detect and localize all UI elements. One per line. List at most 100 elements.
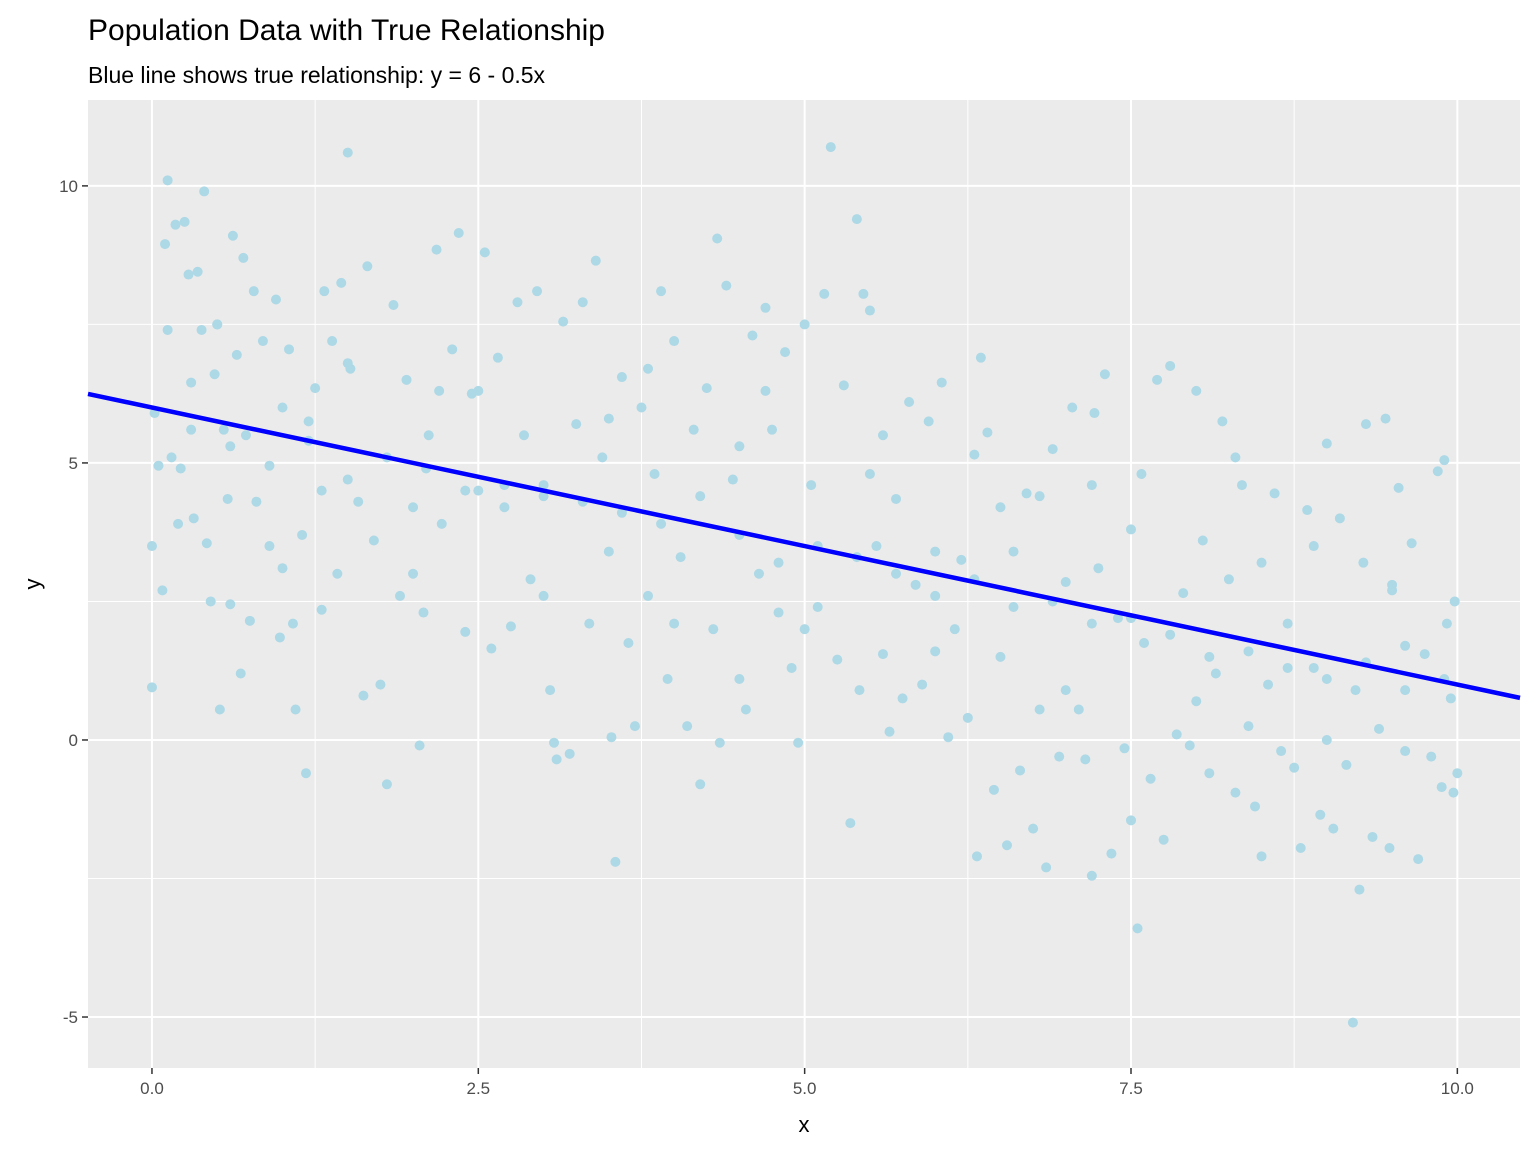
data-point: [157, 585, 168, 596]
data-point: [212, 319, 223, 330]
data-point: [227, 230, 238, 241]
data-point: [1236, 480, 1247, 491]
data-point: [1282, 662, 1293, 673]
data-point: [854, 685, 865, 696]
data-point: [1400, 640, 1411, 651]
data-point: [270, 294, 281, 305]
data-point: [1028, 823, 1039, 834]
data-point: [353, 496, 364, 507]
data-point: [1289, 762, 1300, 773]
data-point: [251, 496, 262, 507]
data-point: [1034, 491, 1045, 502]
data-point: [297, 529, 308, 540]
data-point: [564, 748, 575, 759]
data-point: [183, 269, 194, 280]
data-point: [277, 402, 288, 413]
data-point: [1139, 638, 1150, 649]
data-point: [1217, 416, 1228, 427]
data-point: [336, 277, 347, 288]
data-point: [1060, 685, 1071, 696]
data-point: [319, 286, 330, 297]
data-point: [240, 430, 251, 441]
data-point: [1250, 801, 1261, 812]
data-point: [538, 590, 549, 601]
chart-title: Population Data with True Relationship: [88, 14, 605, 47]
data-point: [460, 626, 471, 637]
data-point: [1321, 438, 1332, 449]
data-point: [342, 358, 353, 369]
x-tick-label: 7.5: [1119, 1079, 1143, 1098]
data-point: [1086, 870, 1097, 881]
y-axis-label: y: [20, 579, 45, 590]
data-point: [1406, 538, 1417, 549]
data-point: [1400, 746, 1411, 757]
data-point: [1184, 740, 1195, 751]
data-point: [1152, 374, 1163, 385]
data-point: [1145, 773, 1156, 784]
data-point: [1099, 369, 1110, 380]
data-point: [1243, 646, 1254, 657]
data-point: [362, 261, 373, 272]
data-point: [825, 142, 836, 153]
data-point: [616, 372, 627, 383]
data-point: [1441, 618, 1452, 629]
data-point: [342, 147, 353, 158]
data-point: [525, 574, 536, 585]
data-point: [447, 344, 458, 355]
data-point: [971, 851, 982, 862]
data-point: [538, 491, 549, 502]
data-point: [1191, 385, 1202, 396]
y-tick-label: 5: [69, 454, 78, 473]
data-point: [812, 601, 823, 612]
data-point: [597, 452, 608, 463]
data-point: [160, 239, 171, 250]
data-point: [1165, 629, 1176, 640]
data-point: [1384, 843, 1395, 854]
data-point: [1282, 618, 1293, 629]
data-point: [1015, 765, 1026, 776]
data-point: [740, 704, 751, 715]
data-point: [701, 383, 712, 394]
data-point: [1041, 862, 1052, 873]
data-point: [891, 493, 902, 504]
data-point: [799, 319, 810, 330]
data-point: [1374, 723, 1385, 734]
data-point: [930, 546, 941, 557]
data-point: [734, 441, 745, 452]
data-point: [727, 474, 738, 485]
data-point: [1387, 585, 1398, 596]
data-point: [734, 674, 745, 685]
data-point: [1204, 768, 1215, 779]
data-point: [669, 336, 680, 347]
data-point: [532, 286, 543, 297]
data-point: [1276, 746, 1287, 757]
data-point: [956, 554, 967, 565]
data-point: [408, 502, 419, 513]
data-point: [877, 430, 888, 441]
x-tick-label: 5.0: [793, 1079, 817, 1098]
data-point: [629, 721, 640, 732]
data-point: [473, 485, 484, 496]
data-point: [753, 568, 764, 579]
data-point: [436, 518, 447, 529]
data-point: [590, 255, 601, 266]
data-point: [327, 336, 338, 347]
data-point: [1178, 588, 1189, 599]
x-axis-label: x: [799, 1112, 810, 1137]
data-point: [170, 219, 181, 230]
x-tick-label: 10.0: [1441, 1079, 1474, 1098]
data-point: [773, 557, 784, 568]
data-point: [179, 216, 190, 227]
data-point: [610, 856, 621, 867]
data-point: [316, 604, 327, 615]
data-point: [1419, 649, 1430, 660]
data-point: [201, 538, 212, 549]
data-point: [910, 579, 921, 590]
data-point: [884, 726, 895, 737]
data-point: [577, 297, 588, 308]
data-point: [248, 286, 259, 297]
data-point: [969, 449, 980, 460]
data-point: [760, 385, 771, 396]
data-point: [434, 385, 445, 396]
